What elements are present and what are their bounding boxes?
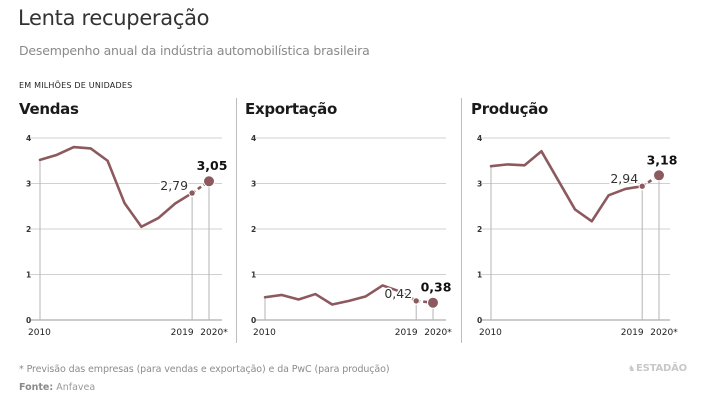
data-label-2020: 3,18 bbox=[647, 152, 678, 167]
y-tick-label: 2 bbox=[251, 225, 256, 234]
series-line-exportacao bbox=[263, 284, 418, 306]
source-label: Fonte: bbox=[19, 382, 54, 393]
brand-logo: ♞ESTADÃO bbox=[628, 363, 687, 374]
panel-title-producao: Produção bbox=[471, 100, 549, 118]
point-marker-2020 bbox=[203, 175, 215, 188]
y-tick-label: 2 bbox=[477, 225, 482, 234]
point-marker-2019 bbox=[412, 297, 420, 305]
y-tick-label: 3 bbox=[26, 180, 31, 189]
x-tick-label: 2020* bbox=[424, 328, 452, 338]
y-tick-label: 3 bbox=[251, 180, 256, 189]
units-label: EM MILHÕES DE UNIDADES bbox=[19, 81, 133, 90]
footnote: * Previsão das empresas (para vendas e e… bbox=[19, 364, 390, 375]
x-tick-label: 2019 bbox=[621, 328, 644, 338]
y-tick-label: 2 bbox=[26, 225, 31, 234]
y-tick-label: 0 bbox=[477, 316, 482, 325]
point-marker-2020 bbox=[427, 296, 439, 309]
y-tick-label: 4 bbox=[251, 134, 256, 143]
y-tick-label: 4 bbox=[477, 134, 482, 143]
x-tick-label: 2019 bbox=[395, 328, 418, 338]
panel-divider bbox=[236, 98, 237, 343]
source-value: Anfavea bbox=[56, 382, 96, 393]
y-tick-label: 1 bbox=[477, 271, 482, 280]
x-tick-label: 2020* bbox=[200, 328, 228, 338]
series-line-vendas bbox=[38, 145, 194, 229]
data-label-2019: 2,79 bbox=[160, 178, 188, 193]
y-tick-label: 4 bbox=[26, 134, 31, 143]
data-label-2019: 2,94 bbox=[610, 171, 638, 186]
y-tick-label: 3 bbox=[477, 180, 482, 189]
x-tick-label: 2010 bbox=[479, 328, 502, 338]
horse-icon: ♞ bbox=[628, 364, 635, 373]
data-label-2020: 3,05 bbox=[197, 158, 228, 173]
y-tick-label: 1 bbox=[26, 271, 31, 280]
series-line-producao bbox=[489, 149, 644, 223]
point-marker-2019 bbox=[188, 189, 196, 197]
brand-name: ESTADÃO bbox=[635, 363, 687, 374]
y-tick-label: 0 bbox=[26, 316, 31, 325]
x-tick-label: 2020* bbox=[650, 328, 678, 338]
data-label-2019: 0,42 bbox=[384, 286, 412, 301]
panel-divider bbox=[461, 98, 462, 343]
source-line: Fonte: Anfavea bbox=[19, 382, 95, 393]
x-tick-label: 2019 bbox=[171, 328, 194, 338]
chart-title: Lenta recuperação bbox=[18, 6, 210, 30]
point-marker-2019 bbox=[638, 182, 646, 190]
x-tick-label: 2010 bbox=[253, 328, 276, 338]
data-label-2020: 0,38 bbox=[421, 280, 452, 295]
panel-title-exportacao: Exportação bbox=[245, 100, 337, 118]
panel-title-vendas: Vendas bbox=[19, 100, 79, 118]
y-tick-label: 1 bbox=[251, 271, 256, 280]
point-marker-2020 bbox=[653, 169, 665, 182]
y-tick-label: 0 bbox=[251, 316, 256, 325]
x-tick-label: 2010 bbox=[28, 328, 51, 338]
chart-subtitle: Desempenho anual da indústria automobilí… bbox=[19, 43, 370, 58]
